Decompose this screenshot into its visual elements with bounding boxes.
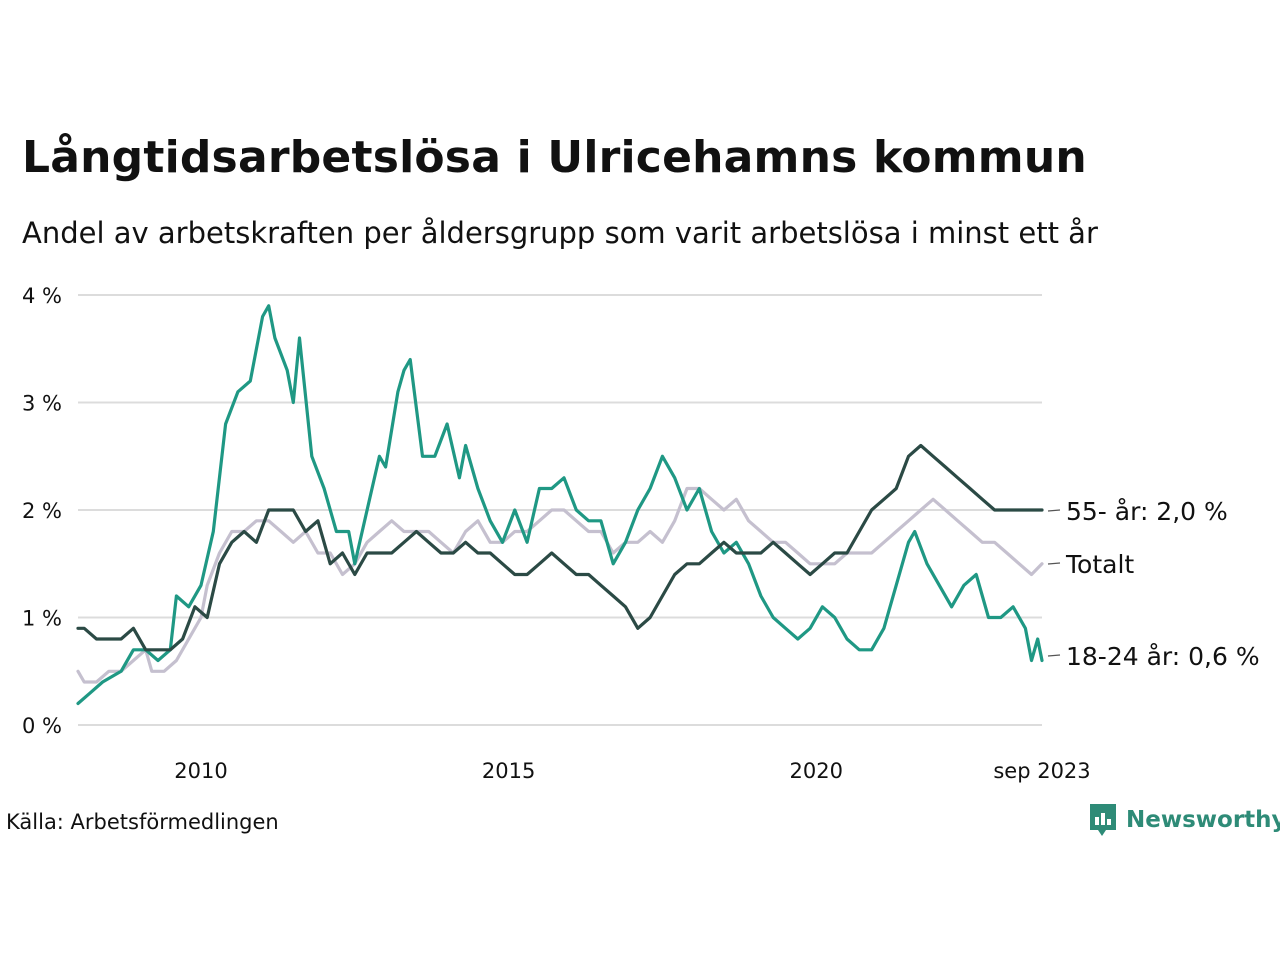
x-tick-label: 2010: [174, 759, 227, 783]
series-line-18-24-r: [76, 304, 1044, 706]
series-line-55-r: [76, 443, 1044, 652]
y-tick-label: 2 %: [22, 499, 62, 523]
source-note: Källa: Arbetsförmedlingen: [6, 810, 279, 834]
x-tick-label: sep 2023: [993, 759, 1090, 783]
y-tick-label: 4 %: [22, 284, 62, 308]
end-label-55-r: 55- år: 2,0 %: [1066, 497, 1228, 526]
end-label-totalt: Totalt: [1065, 550, 1134, 579]
x-tick-label: 2020: [789, 759, 842, 783]
end-label-leader: [1047, 509, 1061, 512]
end-label-leader: [1047, 654, 1061, 657]
y-tick-label: 0 %: [22, 714, 62, 738]
brand-name: Newsworthy: [1126, 807, 1280, 833]
chart-subtitle: Andel av arbetskraften per åldersgrupp s…: [22, 216, 1098, 250]
end-label-leader: [1047, 562, 1061, 565]
end-label-18-24-r: 18-24 år: 0,6 %: [1066, 642, 1260, 671]
chart-title: Långtidsarbetslösa i Ulricehamns kommun: [22, 132, 1087, 183]
y-tick-label: 1 %: [22, 607, 62, 631]
y-tick-label: 3 %: [22, 392, 62, 416]
brand-logo: Newsworthy: [1088, 802, 1280, 838]
newsworthy-logo-icon: [1090, 804, 1116, 836]
x-tick-label: 2015: [482, 759, 535, 783]
series-line-totalt: [76, 486, 1044, 684]
